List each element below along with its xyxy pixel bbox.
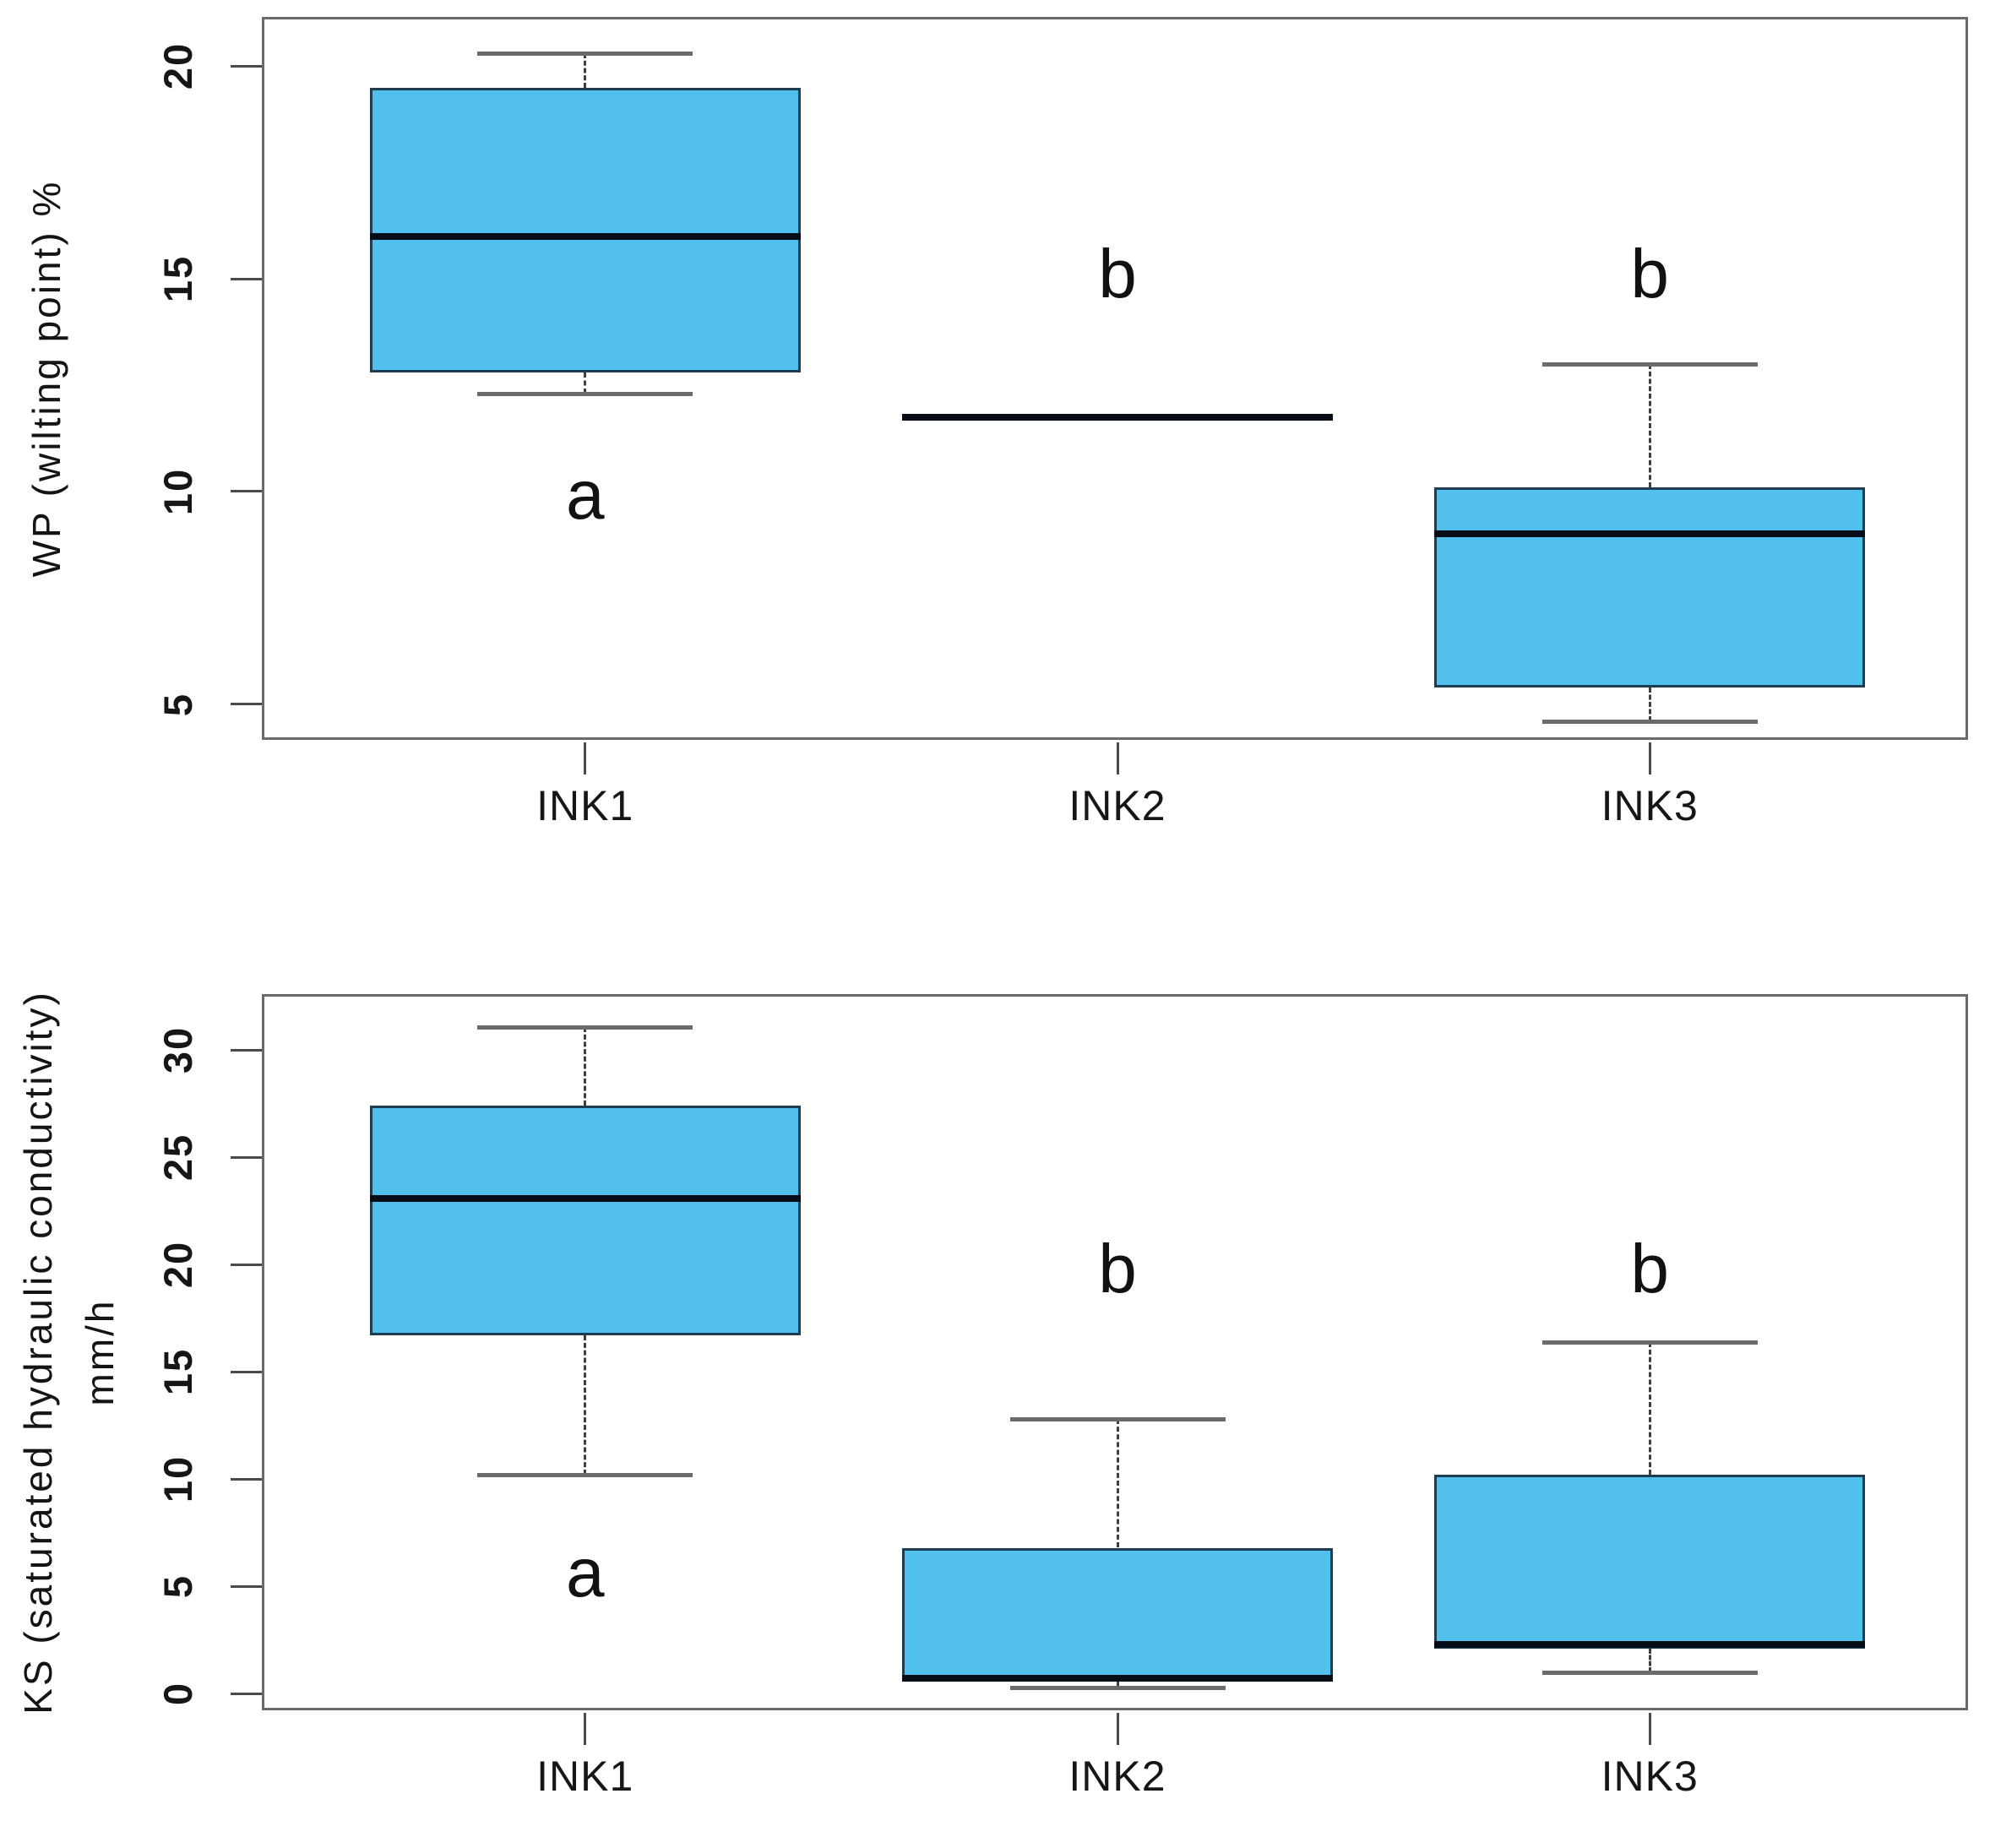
- iqr-box: [902, 1547, 1333, 1682]
- y-axis-tick: [231, 703, 262, 706]
- whisker-upper-cap: [1541, 1340, 1758, 1345]
- y-axis-label-bottom-units: mm/h: [78, 1298, 122, 1406]
- y-axis-tick: [231, 1048, 262, 1052]
- y-axis-tick-label: 25: [155, 1133, 200, 1182]
- y-axis-label-bottom: KS (saturated hydraulic conductivity): [16, 990, 60, 1715]
- sig-letter: b: [1098, 1230, 1137, 1307]
- x-axis-category-label: INK1: [536, 782, 634, 829]
- whisker-upper-cap: [477, 52, 693, 57]
- iqr-box: [369, 87, 801, 372]
- x-axis-tick: [1116, 742, 1119, 775]
- whisker-lower-stem: [584, 1335, 587, 1476]
- whisker-lower-stem: [1116, 1682, 1119, 1688]
- x-axis-tick: [1648, 742, 1651, 775]
- y-axis-tick-label: 10: [155, 1455, 200, 1503]
- x-axis-tick: [1116, 1713, 1119, 1745]
- y-axis-tick-label: 10: [155, 467, 200, 516]
- sig-letter: a: [565, 456, 605, 534]
- y-axis-tick: [231, 1692, 262, 1695]
- whisker-upper-cap: [477, 1025, 693, 1030]
- y-axis-tick-label: 15: [155, 255, 200, 303]
- whisker-upper-stem: [584, 1026, 587, 1106]
- y-axis-tick: [231, 1155, 262, 1159]
- x-axis-category-label: INK3: [1601, 782, 1699, 829]
- median-line: [1434, 1640, 1866, 1648]
- sig-letter: b: [1098, 236, 1137, 313]
- sig-letter: b: [1630, 236, 1670, 313]
- whisker-lower-cap: [1009, 1685, 1226, 1690]
- median-line: [369, 1194, 801, 1202]
- y-axis-tick-label: 30: [155, 1026, 200, 1074]
- whisker-upper-stem: [1648, 1341, 1651, 1476]
- y-axis-tick: [231, 490, 262, 493]
- whisker-lower-stem: [1648, 1648, 1651, 1672]
- iqr-box: [1434, 1475, 1866, 1649]
- median-line: [902, 413, 1333, 421]
- boxplot-panel-wp: 5 10 15 20 INK1 INK2 INK3 a b b: [155, 17, 1968, 829]
- median-line: [902, 1675, 1333, 1682]
- sig-letter: a: [565, 1535, 605, 1612]
- y-axis-tick: [231, 1263, 262, 1266]
- boxplot-panel-ks: 0 5 10 15 20 25 30 INK1 INK2 INK3 a b b: [155, 994, 1968, 1800]
- median-line: [1434, 530, 1866, 538]
- y-axis-label-top: WP (wilting point) %: [24, 179, 68, 578]
- x-axis-category-label: INK1: [536, 1753, 634, 1800]
- y-axis-tick-label: 15: [155, 1348, 200, 1396]
- x-axis-category-label: INK3: [1601, 1753, 1699, 1800]
- whisker-lower-cap: [1541, 719, 1758, 724]
- whisker-lower-cap: [477, 392, 693, 397]
- y-axis-tick-label: 20: [155, 42, 200, 90]
- y-axis-tick-label: 20: [155, 1241, 200, 1289]
- y-axis-tick-label: 0: [155, 1682, 200, 1706]
- y-axis-tick: [231, 277, 262, 280]
- y-axis-tick-label: 5: [155, 1574, 200, 1599]
- y-axis-tick: [231, 1584, 262, 1588]
- whisker-lower-stem: [1648, 687, 1651, 721]
- x-axis-tick: [584, 1713, 587, 1745]
- whisker-upper-cap: [1541, 361, 1758, 367]
- sig-letter: b: [1630, 1230, 1670, 1307]
- iqr-box: [369, 1106, 801, 1336]
- y-axis-tick: [231, 1370, 262, 1373]
- x-axis-tick: [1648, 1713, 1651, 1745]
- y-axis-tick: [231, 64, 262, 68]
- y-axis-tick-label: 5: [155, 692, 200, 716]
- x-axis-category-label: INK2: [1068, 1753, 1166, 1800]
- y-axis-tick: [231, 1477, 262, 1481]
- x-axis-category-label: INK2: [1068, 782, 1166, 829]
- whisker-upper-cap: [1009, 1417, 1226, 1422]
- whisker-lower-cap: [477, 1473, 693, 1478]
- x-axis-tick: [584, 742, 587, 775]
- whisker-upper-stem: [1116, 1419, 1119, 1548]
- whisker-lower-stem: [584, 372, 587, 394]
- whisker-lower-cap: [1541, 1670, 1758, 1675]
- median-line: [369, 232, 801, 240]
- whisker-upper-stem: [584, 53, 587, 88]
- whisker-upper-stem: [1648, 363, 1651, 487]
- iqr-box: [1434, 486, 1866, 688]
